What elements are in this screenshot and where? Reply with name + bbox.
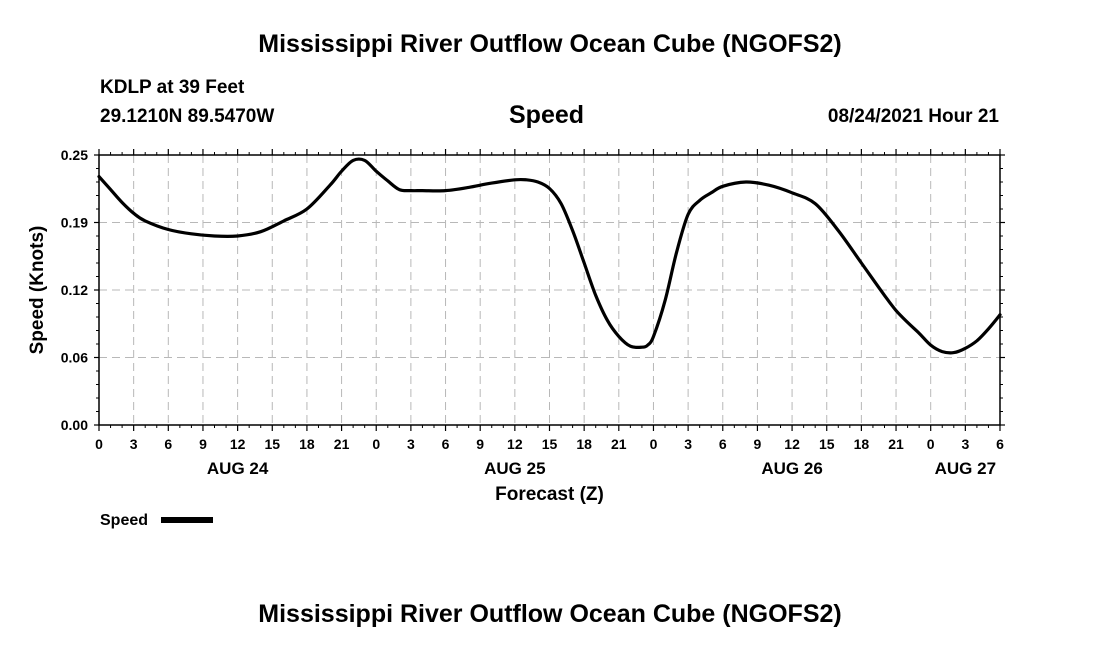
datetime-label: 08/24/2021 Hour 21 [827, 106, 999, 127]
footer-title: Mississippi River Outflow Ocean Cube (NG… [258, 600, 842, 628]
x-date-label: AUG 26 [761, 459, 822, 478]
x-tick-label: 0 [95, 436, 103, 452]
x-tick-label: 21 [611, 436, 627, 452]
x-tick-label: 12 [784, 436, 800, 452]
y-tick-label: 0.12 [61, 282, 88, 298]
x-tick-label: 18 [576, 436, 592, 452]
y-tick-label: 0.19 [61, 215, 88, 231]
legend-label: Speed [100, 512, 148, 529]
chart-title: Mississippi River Outflow Ocean Cube (NG… [258, 30, 842, 58]
x-tick-label: 3 [407, 436, 415, 452]
x-tick-label: 15 [819, 436, 835, 452]
legend-line-swatch [161, 517, 213, 523]
x-date-label: AUG 24 [207, 459, 269, 478]
x-tick-label: 3 [961, 436, 969, 452]
speed-series-line [97, 157, 1002, 355]
x-tick-label: 18 [854, 436, 870, 452]
x-tick-label: 18 [299, 436, 315, 452]
grid [99, 155, 1000, 425]
x-tick-label: 3 [130, 436, 138, 452]
x-date-label: AUG 25 [484, 459, 545, 478]
x-tick-label: 6 [442, 436, 450, 452]
station-label: KDLP at 39 Feet [100, 77, 245, 98]
location-label: 29.1210N 89.5470W [100, 106, 275, 127]
x-tick-label: 21 [888, 436, 904, 452]
legend: Speed [100, 512, 213, 529]
x-tick-label: 15 [542, 436, 558, 452]
x-tick-label: 6 [996, 436, 1004, 452]
x-tick-label: 21 [334, 436, 350, 452]
x-tick-label: 3 [684, 436, 692, 452]
x-tick-label: 9 [476, 436, 484, 452]
x-tick-label: 9 [199, 436, 207, 452]
y-tick-label: 0.06 [61, 350, 88, 366]
x-tick-label: 6 [719, 436, 727, 452]
x-tick-label: 6 [164, 436, 172, 452]
x-tick-label: 15 [264, 436, 280, 452]
chart-subtitle: Speed [509, 101, 585, 129]
ticks: 0.00 0.06 0.12 0.19 0.25 0 3 6 9 12 15 18 21 0 3 6 9 12 15… [61, 147, 1005, 478]
series-layer [97, 157, 1002, 355]
x-tick-label: 9 [754, 436, 762, 452]
y-tick-label: 0.25 [61, 147, 88, 163]
x-tick-label: 12 [230, 436, 246, 452]
x-tick-label: 0 [372, 436, 380, 452]
x-axis-label: Forecast (Z) [495, 484, 604, 505]
x-tick-label: 12 [507, 436, 523, 452]
x-tick-label: 0 [650, 436, 658, 452]
x-date-label: AUG 27 [935, 459, 996, 478]
y-tick-label: 0.00 [61, 417, 88, 433]
y-axis-label: Speed (Knots) [27, 226, 48, 355]
x-tick-label: 0 [927, 436, 935, 452]
